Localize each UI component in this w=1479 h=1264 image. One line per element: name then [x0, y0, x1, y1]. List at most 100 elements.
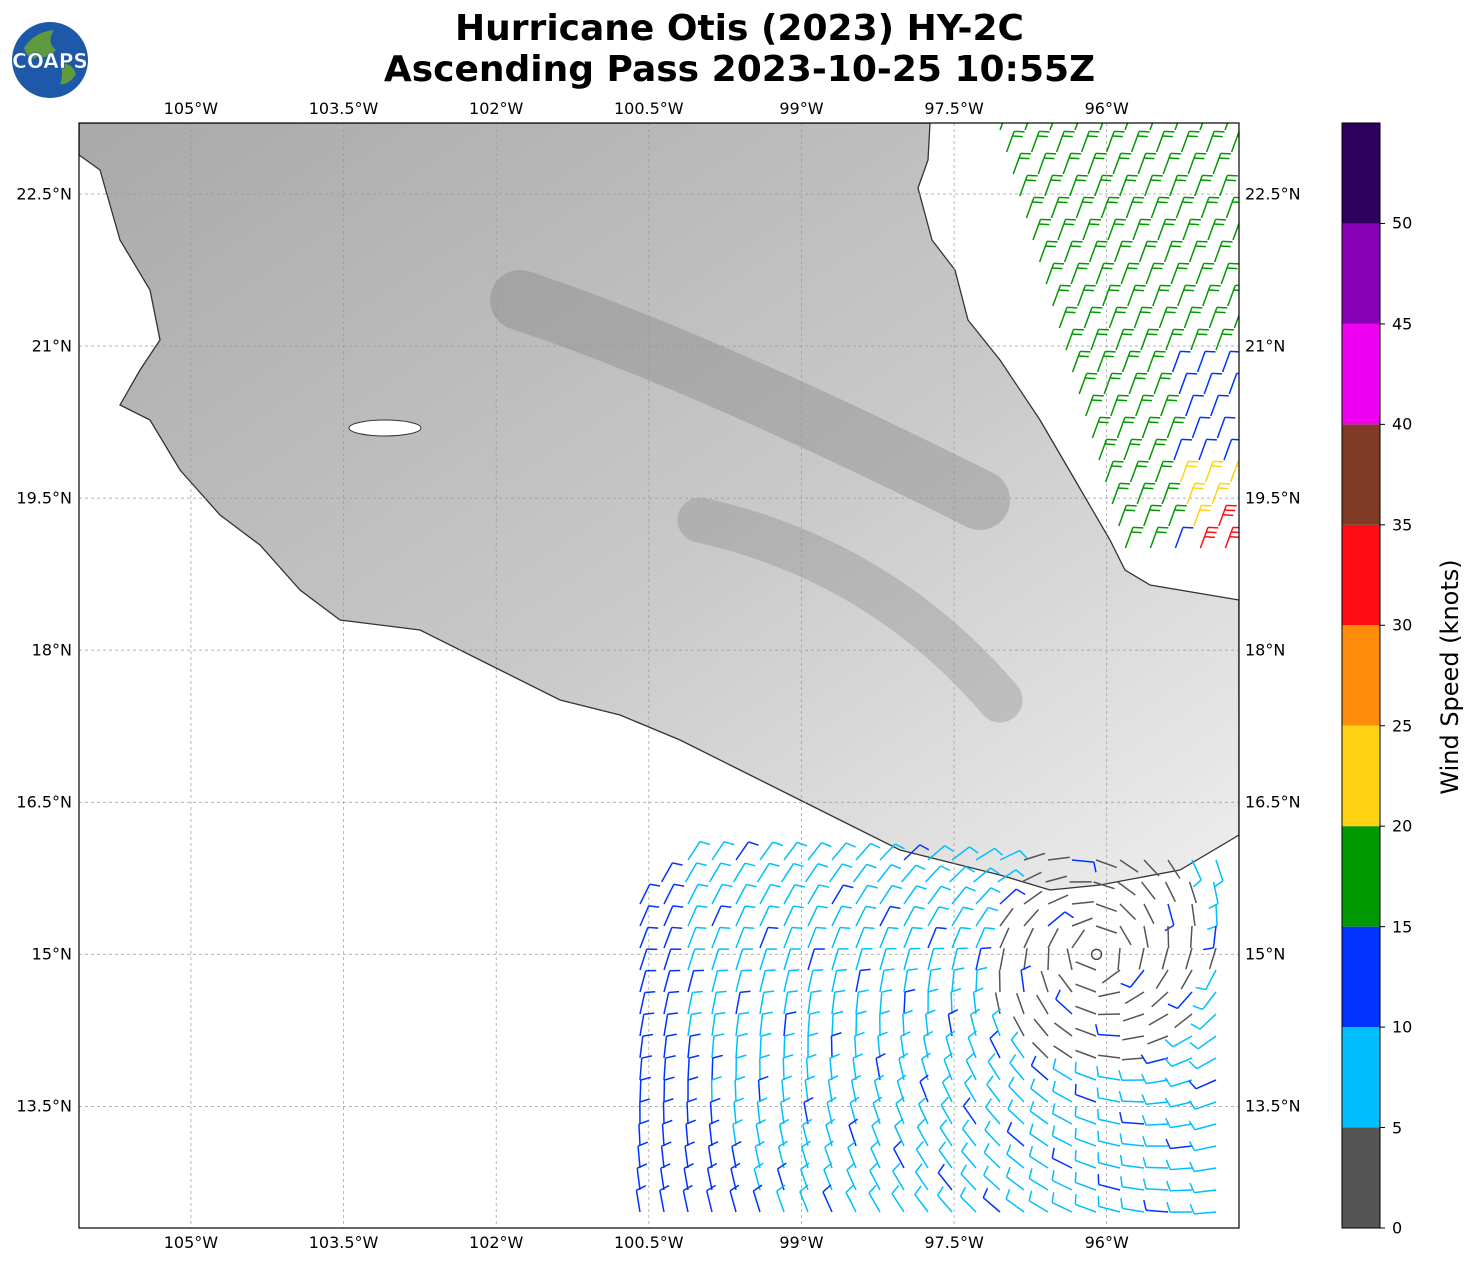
wind-barb: [711, 926, 731, 949]
wind-barb: [1152, 284, 1171, 307]
wind-barb: [961, 1119, 977, 1147]
wind-barb: [975, 947, 992, 971]
wind-barb: [805, 1053, 817, 1081]
wind-barb: [1211, 482, 1231, 505]
wind-barb: [783, 948, 801, 971]
wind-barb: [638, 1119, 650, 1147]
wind-barb: [1164, 1057, 1193, 1068]
wind-barb: [687, 948, 706, 971]
wind-barb: [663, 1012, 679, 1037]
wind-barb: [1167, 859, 1181, 879]
wind-barb: [1044, 174, 1063, 197]
wind-barb: [759, 1032, 772, 1059]
wind-barb: [947, 1009, 959, 1037]
wind-barb: [919, 1074, 929, 1103]
lat-tick-right: 22.5°N: [1245, 184, 1301, 204]
wind-barb: [1053, 1022, 1073, 1037]
wind-barb: [759, 905, 780, 927]
wind-barb: [663, 948, 682, 971]
wind-barb: [1191, 416, 1211, 439]
wind-barb: [1030, 130, 1050, 153]
wind-barb: [1186, 482, 1206, 505]
wind-barb: [975, 887, 1001, 905]
wind-barb: [1051, 1103, 1073, 1125]
wind-barb: [1038, 240, 1058, 263]
wind-barb: [967, 1030, 977, 1059]
wind-barb: [997, 869, 1025, 883]
wind-barb: [1155, 130, 1175, 153]
wind-barb: [1189, 1161, 1217, 1173]
wind-barb: [1057, 218, 1076, 241]
wind-barb: [1230, 131, 1239, 153]
wind-barb: [1174, 1013, 1193, 1029]
wind-barb: [1005, 1189, 1025, 1213]
wind-barb: [1179, 460, 1199, 483]
wind-barb: [903, 926, 923, 949]
wind-barb: [1074, 1061, 1097, 1081]
wind-barb: [1182, 218, 1201, 241]
wind-barb: [755, 1119, 766, 1147]
wind-barb: [879, 989, 893, 1015]
wind-barb: [1149, 123, 1154, 131]
wind-barb: [1047, 856, 1070, 861]
colorbar-frame: [1341, 122, 1381, 1229]
wind-barb: [1191, 903, 1196, 926]
wind-barb: [900, 1031, 911, 1059]
wind-barb: [831, 926, 851, 949]
wind-barb: [1123, 438, 1142, 461]
wind-barb: [1023, 852, 1046, 861]
wind-barb: [1071, 350, 1091, 373]
wind-barb: [1071, 917, 1093, 927]
wind-barb: [846, 1162, 857, 1191]
wind-barb: [706, 1162, 718, 1191]
wind-barb: [1051, 1192, 1073, 1213]
wind-barb: [730, 1162, 741, 1191]
wind-barb: [1095, 903, 1118, 913]
wind-barb: [986, 1075, 1001, 1103]
wind-barb: [1040, 970, 1049, 993]
wind-barb: [1122, 1057, 1145, 1061]
lon-tick-top: 96°W: [1084, 99, 1129, 118]
wind-barb: [1188, 1057, 1217, 1070]
wind-barb: [807, 884, 830, 905]
wind-barb: [636, 1163, 648, 1191]
wind-barb: [1119, 859, 1139, 873]
wind-barb: [965, 1052, 977, 1081]
wind-barb: [1096, 350, 1116, 373]
wind-barb: [831, 905, 853, 927]
wind-barb: [1029, 1100, 1049, 1125]
wind-barb: [1162, 152, 1182, 175]
wind-barb: [1208, 306, 1228, 329]
wind-barb: [635, 1185, 647, 1213]
lat-tick-right: 13.5°N: [1245, 1096, 1301, 1116]
wind-barb: [662, 1098, 674, 1125]
logo-text: COAPS: [12, 49, 88, 73]
wind-barb: [1085, 394, 1104, 417]
wind-barb: [687, 905, 708, 927]
wind-barb: [1160, 394, 1179, 417]
colorbar-tick: 35: [1392, 515, 1413, 535]
wind-barb: [903, 947, 921, 971]
wind-barb: [733, 1097, 744, 1125]
wind-barb: [639, 905, 660, 927]
wind-barb: [999, 907, 1014, 927]
wind-barb: [1143, 903, 1155, 924]
wind-barb: [891, 1185, 905, 1213]
wind-barb: [852, 863, 877, 883]
wind-barb: [960, 1164, 977, 1191]
wind-barb: [1110, 394, 1129, 417]
wind-barb: [855, 989, 869, 1015]
wind-barb: [1194, 174, 1213, 197]
wind-barb: [855, 884, 878, 905]
wind-barb: [871, 1118, 881, 1147]
colorbar-bin: [1342, 323, 1380, 425]
wind-barb: [830, 1032, 842, 1059]
wind-barb: [1010, 1031, 1025, 1059]
wind-barb: [855, 842, 881, 861]
wind-barb: [711, 883, 733, 905]
lon-tick-top: 100.5°W: [614, 99, 684, 118]
wind-barb: [1049, 123, 1054, 131]
wind-barb: [1177, 284, 1196, 307]
wind-barb: [1102, 284, 1121, 307]
